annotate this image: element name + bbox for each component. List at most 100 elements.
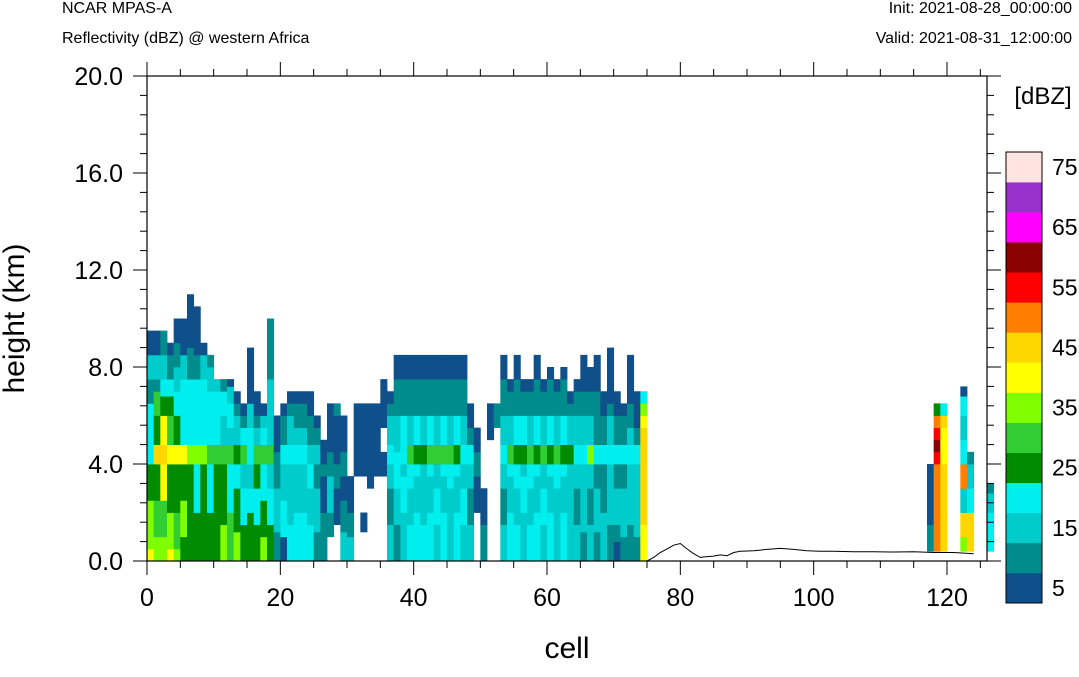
reflectivity-cell-43-0: [433, 524, 441, 562]
reflectivity-cell-46-6: [453, 354, 461, 380]
reflectivity-cell-40-6: [413, 354, 421, 380]
reflectivity-cell-73-1: [633, 488, 641, 538]
reflectivity-cell-36-0: [387, 524, 395, 562]
reflectivity-cell-17-1: [260, 500, 268, 538]
reflectivity-cell-42-0: [427, 512, 435, 562]
reflectivity-cell-15-2: [247, 464, 255, 489]
colorbar-swatch-30: [1006, 422, 1042, 453]
reflectivity-cell-63-5: [567, 403, 575, 416]
reflectivity-cell-11-1: [220, 464, 228, 526]
reflectivity-cell-7-3: [193, 403, 201, 446]
reflectivity-cell-7-0: [193, 512, 201, 562]
reflectivity-cell-55-0: [513, 524, 521, 562]
colorbar-units-label: [dBZ]: [1014, 83, 1071, 110]
reflectivity-cell-41-4: [420, 415, 428, 445]
reflectivity-cell-29-2: [340, 476, 348, 501]
reflectivity-cell-61-6: [553, 379, 561, 392]
reflectivity-cell-5-7: [180, 318, 188, 356]
reflectivity-cell-56-3: [520, 444, 528, 465]
reflectivity-cell-2-2: [160, 464, 168, 501]
reflectivity-cell-6-3: [187, 415, 195, 445]
reflectivity-cell-15-5: [247, 403, 255, 429]
reflectivity-cell-42-4: [427, 415, 435, 445]
reflectivity-cell-23-1: [300, 476, 308, 513]
reflectivity-cell-9-6: [207, 354, 215, 368]
reflectivity-cell-44-0: [440, 512, 448, 562]
reflectivity-cell-43-4: [433, 415, 441, 445]
chart-title: NCAR MPAS-A: [62, 0, 172, 17]
reflectivity-cell-72-2: [627, 444, 635, 465]
reflectivity-cell-66-5: [587, 391, 595, 416]
reflectivity-cell-21-6: [287, 391, 295, 404]
reflectivity-cell-28-0: [333, 488, 341, 526]
reflectivity-cell-36-3: [387, 444, 395, 465]
reflectivity-cell-22-3: [293, 444, 301, 465]
reflectivity-cell-16-1: [253, 488, 261, 526]
reflectivity-cell-71-2: [620, 464, 628, 489]
reflectivity-cell-54-3: [507, 444, 515, 465]
plot-frame: [146, 75, 988, 562]
reflectivity-cell-46-4: [453, 415, 461, 445]
x-tick-label-60: 60: [533, 584, 561, 612]
reflectivity-cell-61-0: [553, 524, 561, 562]
reflectivity-cell-2-8: [160, 330, 168, 356]
reflectivity-cell-46-5: [453, 379, 461, 416]
colorbar-label-15: 15: [1052, 515, 1078, 541]
colorbar-label-5: 5: [1052, 575, 1065, 601]
reflectivity-cell-0-5: [147, 379, 155, 404]
reflectivity-cell-0-3: [147, 444, 155, 465]
reflectivity-cell-35-1: [380, 379, 388, 429]
colorbar-label-75: 75: [1052, 154, 1078, 180]
reflectivity-cell-7-1: [193, 464, 201, 513]
reflectivity-cell-10-5: [213, 379, 221, 392]
reflectivity-cell-57-3: [527, 444, 535, 465]
reflectivity-cell-117-2: [927, 464, 935, 489]
reflectivity-cell-3-8: [167, 342, 175, 356]
reflectivity-cell-24-4: [307, 415, 315, 445]
reflectivity-cell-3-4: [167, 415, 175, 445]
reflectivity-cell-63-4: [567, 415, 575, 445]
reflectivity-cell-8-4: [200, 379, 208, 416]
reflectivity-cell-13-5: [233, 403, 241, 416]
reflectivity-cell-65-1: [580, 488, 588, 533]
reflectivity-cell-71-1: [620, 488, 628, 538]
reflectivity-cell-39-5: [407, 379, 415, 416]
reflectivity-cell-20-0: [280, 536, 288, 562]
reflectivity-cell-22-4: [293, 427, 301, 446]
reflectivity-cell-17-3: [260, 444, 268, 465]
y-tick-label-12: 12.0: [74, 257, 123, 285]
reflectivity-cell-18-0: [267, 524, 275, 562]
reflectivity-cell-50-0: [480, 524, 488, 562]
reflectivity-cell-45-2: [447, 464, 455, 489]
reflectivity-cell-44-1: [440, 476, 448, 513]
reflectivity-cell-38-3: [400, 444, 408, 465]
reflectivity-cell-5-1: [180, 500, 188, 538]
reflectivity-cell-17-4: [260, 427, 268, 446]
reflectivity-cell-27-3: [327, 403, 335, 453]
colorbar-label-35: 35: [1052, 395, 1078, 421]
reflectivity-cell-68-1: [600, 464, 608, 513]
reflectivity-cell-31-0: [353, 403, 361, 477]
colorbar-label-45: 45: [1052, 334, 1078, 360]
reflectivity-cell-69-0: [607, 524, 615, 562]
reflectivity-cell-8-3: [200, 415, 208, 445]
reflectivity-cell-12-4: [227, 403, 235, 429]
reflectivity-cell-24-2: [307, 464, 315, 489]
reflectivity-cell-62-6: [560, 367, 568, 380]
reflectivity-cell-14-2: [240, 464, 248, 489]
reflectivity-cell-42-5: [427, 379, 435, 416]
reflectivity-cell-126-0: [987, 512, 995, 552]
reflectivity-cell-123-4: [967, 451, 975, 465]
reflectivity-cell-30-2: [347, 476, 355, 513]
reflectivity-cell-69-3: [607, 415, 615, 445]
reflectivity-cell-62-2: [560, 464, 568, 477]
reflectivity-cell-49-0: [473, 476, 481, 513]
reflectivity-cell-16-0: [253, 524, 261, 562]
reflectivity-cell-21-0: [287, 524, 295, 562]
reflectivity-cell-13-4: [233, 415, 241, 445]
reflectivity-cell-40-3: [413, 444, 421, 465]
reflectivity-cell-26-2: [320, 464, 328, 477]
reflectivity-cell-3-3: [167, 444, 175, 465]
x-tick-label-80: 80: [666, 584, 694, 612]
